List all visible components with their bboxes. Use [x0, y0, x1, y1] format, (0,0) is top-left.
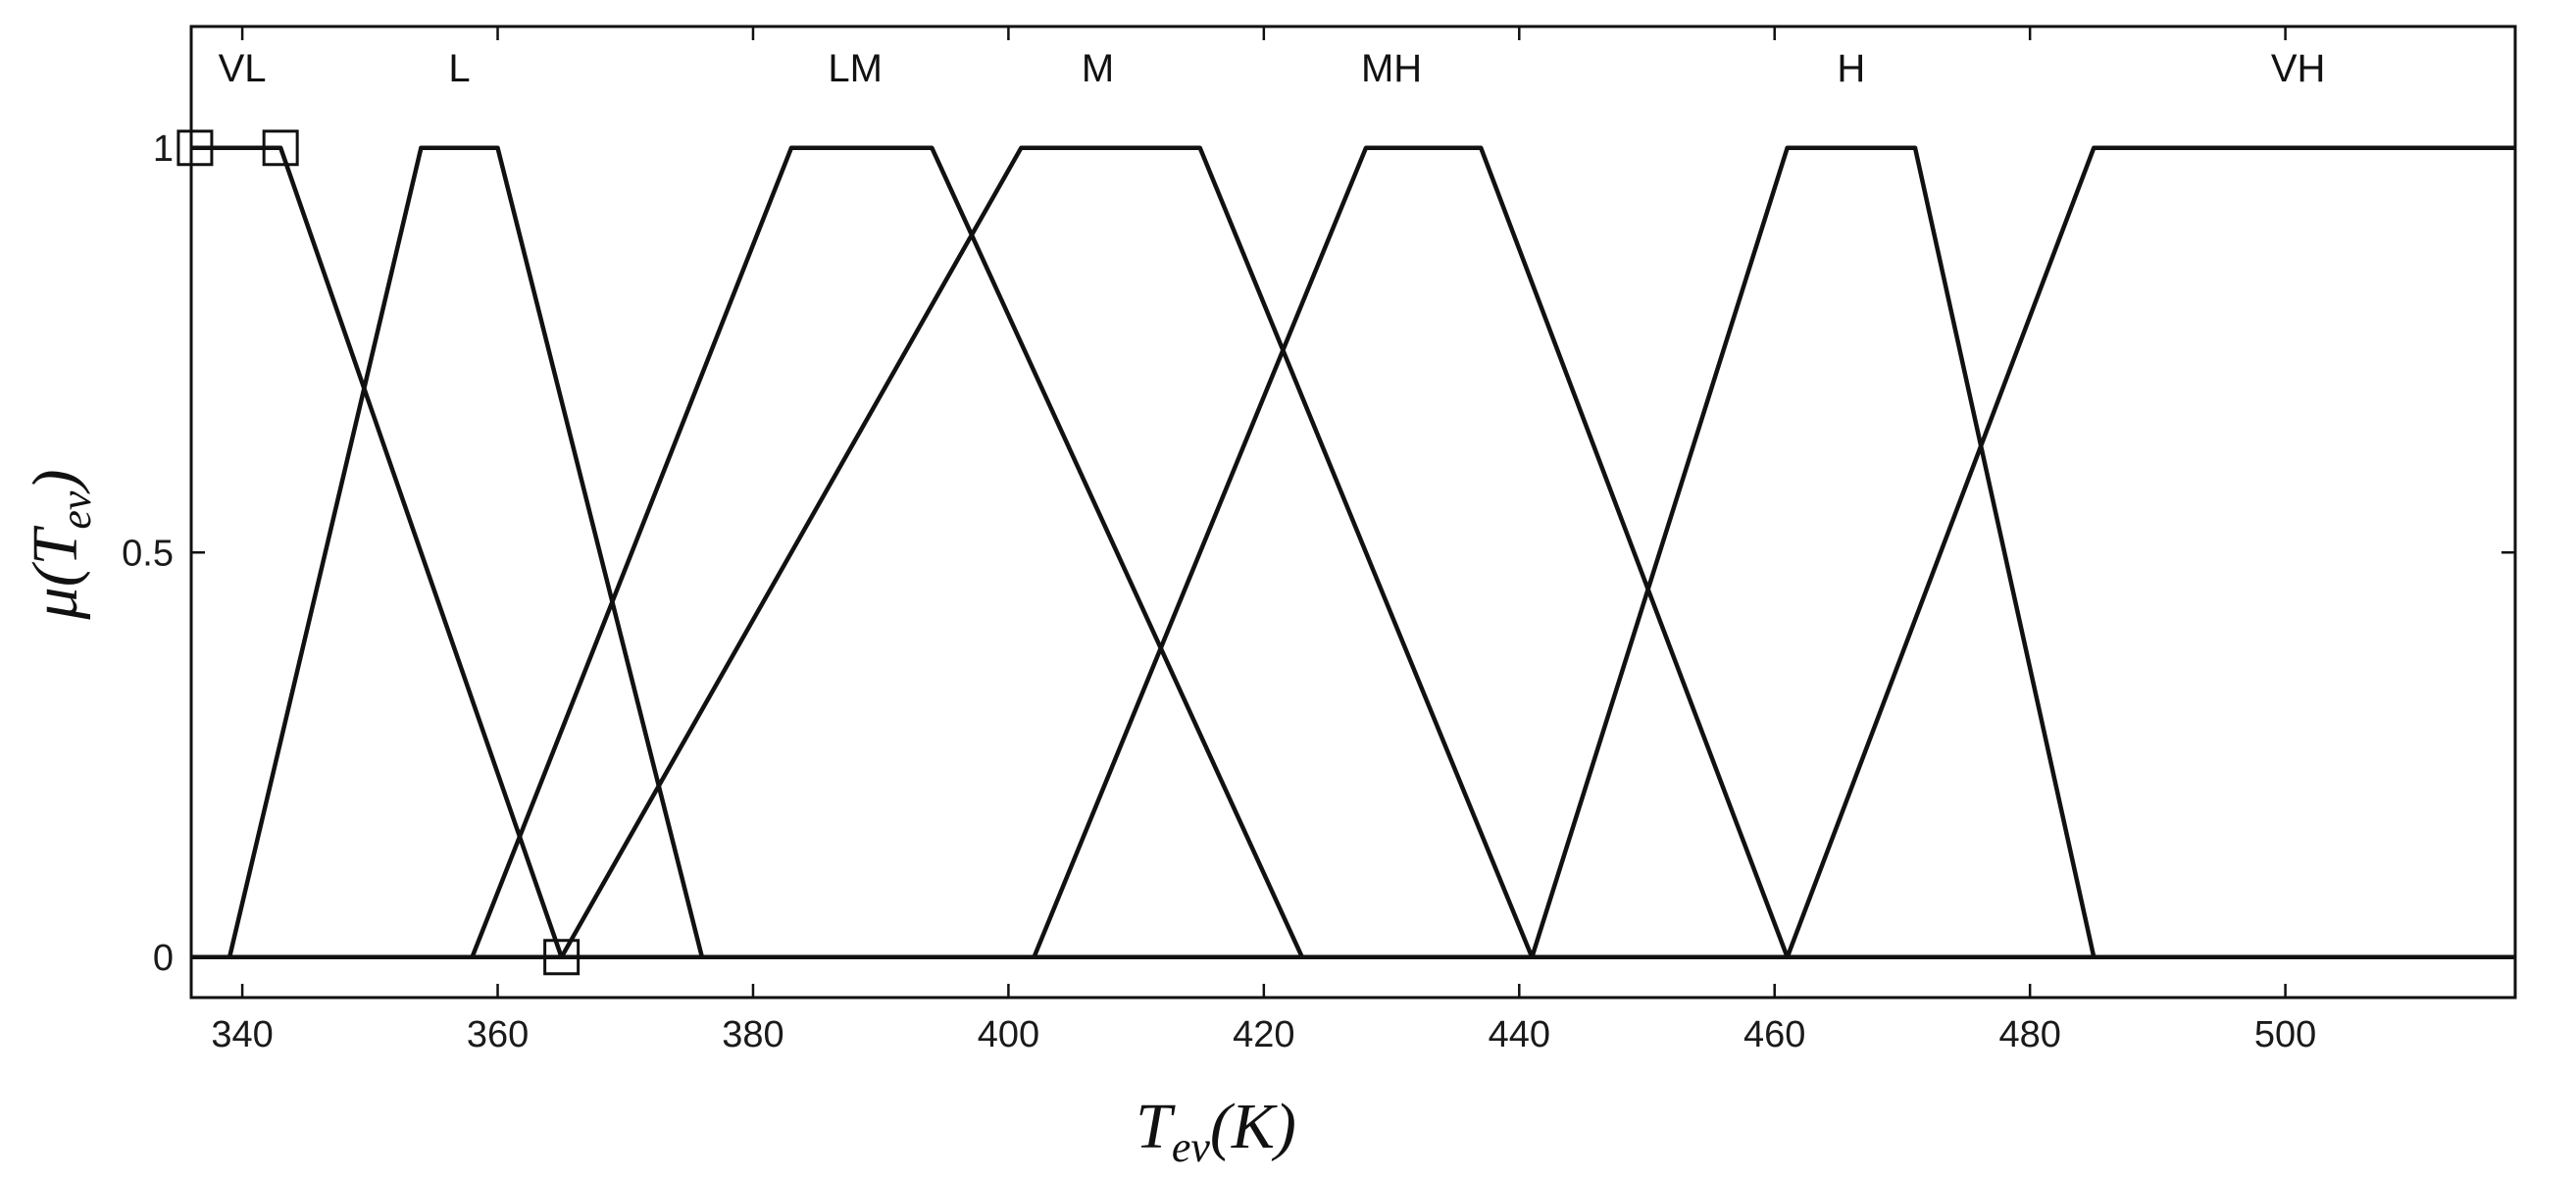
y-axis-title-sub: ev — [52, 490, 100, 530]
series-label-l: L — [448, 47, 470, 90]
x-axis-title-sub: ev — [1172, 1123, 1211, 1171]
series-line-mh — [191, 145, 2515, 960]
curve-handle-2 — [543, 939, 581, 976]
x-tick-label: 480 — [1998, 1014, 2060, 1055]
series-label-m: M — [1082, 47, 1114, 90]
axis-ticks — [191, 26, 2515, 998]
y-axis-title: μ(Tev) — [20, 470, 100, 621]
x-axis-title: Tev(K) — [1136, 1091, 1296, 1171]
x-tick-label: 500 — [2254, 1014, 2316, 1055]
series-line-l — [191, 145, 2515, 960]
x-tick-labels: 340 360 380 400 420 440 460 480 500 — [211, 1014, 2316, 1055]
series-line-lm — [191, 145, 2515, 960]
x-axis-title-unit: (K) — [1210, 1091, 1296, 1162]
y-axis-title-prefix: μ(T — [20, 525, 91, 620]
y-tick-label: 1 — [153, 128, 174, 170]
membership-curves — [191, 145, 2515, 960]
x-tick-label: 420 — [1233, 1014, 1294, 1055]
y-tick-labels: 00.51 — [122, 128, 174, 979]
x-tick-label: 440 — [1489, 1014, 1550, 1055]
series-label-lm: LM — [828, 47, 883, 90]
series-label-mh: MH — [1361, 47, 1422, 90]
curve-handle-0 — [177, 129, 214, 167]
y-tick-label: 0 — [153, 938, 174, 979]
plot-frame — [189, 25, 2517, 1000]
x-tick-label: 360 — [467, 1014, 529, 1055]
x-tick-label: 380 — [722, 1014, 783, 1055]
membership-labels: VL L LM M MH H VH — [219, 47, 2326, 90]
x-tick-label: 400 — [978, 1014, 1039, 1055]
y-axis-title-suffix: ) — [20, 470, 91, 495]
curve-handle-1 — [262, 129, 299, 167]
curve-handles — [177, 129, 581, 976]
x-axis-title-main: T — [1136, 1091, 1176, 1162]
x-tick-label: 460 — [1743, 1014, 1805, 1055]
series-line-vh — [191, 145, 2515, 960]
y-tick-label: 0.5 — [122, 533, 174, 574]
series-label-vl: VL — [219, 47, 267, 90]
series-line-vl — [191, 145, 2515, 960]
x-tick-label: 340 — [211, 1014, 273, 1055]
series-label-h: H — [1837, 47, 1865, 90]
series-label-vh: VH — [2271, 47, 2326, 90]
series-line-m — [191, 145, 2515, 960]
series-line-h — [191, 145, 2515, 960]
